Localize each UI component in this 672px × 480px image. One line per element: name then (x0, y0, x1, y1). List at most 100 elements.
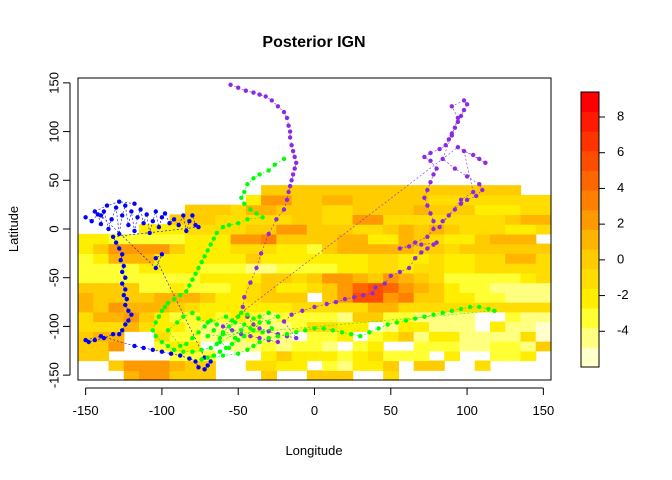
heatmap-cell (154, 292, 171, 303)
data-point (196, 265, 201, 271)
data-point (220, 224, 226, 230)
heatmap-cell (123, 263, 140, 274)
heatmap-cell (200, 370, 216, 381)
heatmap-cell (108, 253, 125, 264)
heatmap-cell (413, 185, 430, 196)
heatmap-cell (291, 194, 308, 206)
heatmap-cell (306, 272, 323, 284)
y-axis: -150 -100 -50 0 50 100 150 (46, 72, 71, 388)
data-point (190, 349, 195, 354)
data-point (287, 129, 293, 134)
heatmap-cell (78, 341, 94, 352)
heatmap-cell (322, 253, 338, 264)
heatmap-cell (398, 272, 415, 284)
data-point (123, 322, 128, 327)
data-point (373, 285, 378, 290)
heatmap-cell (367, 194, 384, 206)
data-point (437, 146, 442, 152)
heatmap-cell (520, 302, 537, 313)
data-point (132, 201, 137, 206)
heatmap-cell (291, 214, 308, 225)
data-point (486, 306, 491, 312)
data-point (190, 213, 195, 218)
heatmap-cell (184, 360, 201, 371)
data-point (184, 228, 189, 234)
heatmap-cell (291, 233, 308, 245)
heatmap-cell (108, 311, 125, 323)
heatmap-cell (428, 302, 445, 313)
data-point (287, 135, 293, 140)
heatmap-cell (169, 282, 186, 293)
heatmap-cell (169, 243, 186, 254)
heatmap-cell (123, 253, 140, 264)
colorbar-swatch (581, 150, 599, 171)
heatmap-cell (184, 224, 201, 235)
heatmap-cell (322, 341, 338, 352)
heatmap-cell (322, 204, 338, 215)
data-point (464, 174, 470, 179)
heatmap-cell (383, 204, 400, 215)
data-point (150, 328, 155, 333)
heatmap-cell (367, 311, 384, 323)
heatmap-cell (489, 263, 506, 274)
heatmap-cell (154, 360, 171, 371)
heatmap-cell (276, 341, 293, 352)
heatmap-cell (428, 243, 445, 254)
data-point (150, 219, 155, 224)
heatmap-cell (108, 292, 125, 303)
data-point (358, 334, 363, 339)
heatmap-cell (78, 311, 94, 323)
heatmap-cell (322, 272, 338, 284)
heatmap-cell (306, 253, 323, 264)
heatmap-cell (200, 204, 216, 215)
heatmap-cell (322, 263, 338, 274)
heatmap-cell (352, 263, 369, 274)
heatmap-cell (230, 214, 247, 225)
data-point (312, 304, 317, 310)
data-point (446, 137, 451, 142)
data-point (428, 158, 433, 163)
data-point (153, 334, 158, 339)
data-point (150, 347, 155, 352)
heatmap-cell (459, 292, 476, 303)
data-point (477, 156, 482, 162)
heatmap-cell (398, 253, 415, 264)
heatmap-cell (78, 331, 94, 342)
data-point (147, 230, 152, 236)
heatmap-cell (505, 253, 522, 264)
heatmap-cell (261, 194, 277, 206)
heatmap-cell (398, 302, 415, 313)
heatmap-cell (383, 292, 400, 303)
heatmap-cell (291, 311, 308, 323)
data-point (196, 316, 201, 321)
heatmap-cell (520, 214, 537, 225)
heatmap-cell (78, 321, 94, 332)
data-point (422, 195, 427, 200)
y-tick-label: 150 (46, 72, 61, 94)
heatmap-cell (337, 282, 354, 293)
heatmap-cell (322, 224, 338, 235)
data-point (117, 199, 122, 204)
data-point (287, 183, 293, 189)
data-point (196, 330, 201, 335)
heatmap-cell (337, 253, 354, 264)
data-point (153, 209, 158, 214)
heatmap-cell (520, 233, 537, 245)
heatmap-cell (520, 311, 537, 323)
heatmap-cell (154, 224, 171, 235)
heatmap-cell (428, 321, 445, 332)
data-point (110, 234, 116, 239)
heatmap-cell (245, 194, 262, 206)
data-point (382, 281, 387, 286)
heatmap-cell (367, 331, 384, 342)
heatmap-cell (169, 233, 186, 245)
heatmap-cell (306, 350, 323, 362)
heatmap-cell (154, 370, 171, 381)
heatmap-cell (337, 263, 354, 274)
colorbar-swatch (581, 170, 599, 191)
heatmap-cell (367, 224, 384, 235)
data-point (292, 154, 297, 160)
data-point (274, 217, 279, 222)
heatmap-cell (261, 292, 277, 303)
data-point (236, 351, 241, 356)
